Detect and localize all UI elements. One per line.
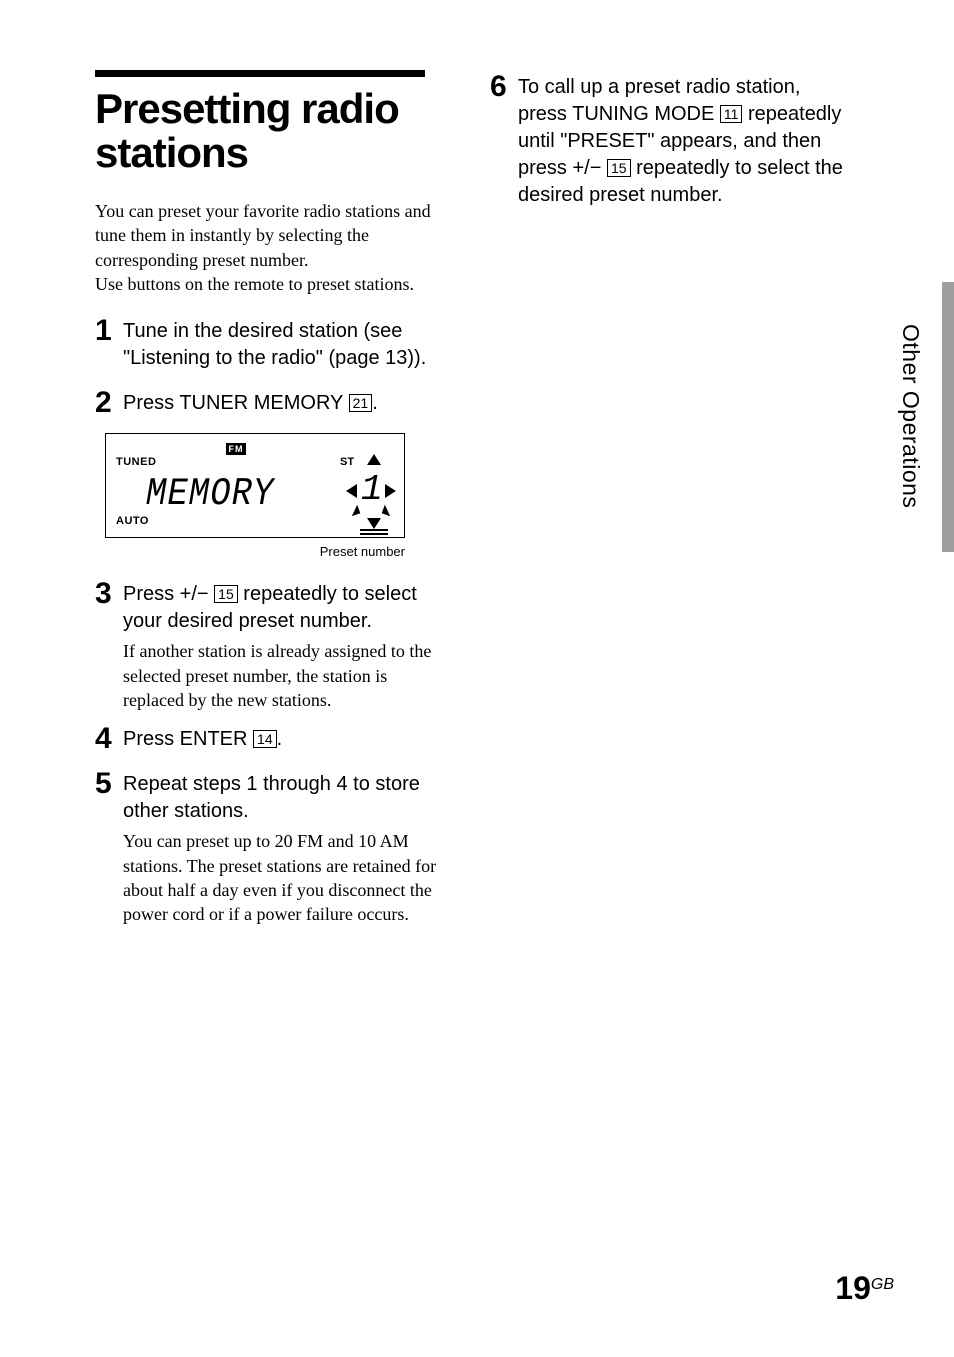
side-tab-label: Other Operations xyxy=(897,324,924,508)
step-2-number: 2 xyxy=(95,386,123,418)
step-2: 2 Press TUNER MEMORY 21. xyxy=(95,386,440,421)
step-2-head: Press TUNER MEMORY 21. xyxy=(123,390,440,417)
step-4-text-b: . xyxy=(277,728,283,750)
step-4-head: Press ENTER 14. xyxy=(123,726,440,753)
minus-icon: − xyxy=(590,157,602,179)
step-1-number: 1 xyxy=(95,314,123,346)
step-3-number: 3 xyxy=(95,577,123,609)
display-preset-underline xyxy=(360,533,388,535)
step-6-number: 6 xyxy=(490,70,518,102)
step-1: 1 Tune in the desired station (see "List… xyxy=(95,314,440,376)
ref-14: 14 xyxy=(253,730,277,748)
display-preset-number: 1 xyxy=(361,472,383,508)
step-4-number: 4 xyxy=(95,722,123,754)
step-6: 6 To call up a preset radio station, pre… xyxy=(490,70,850,213)
ref-21: 21 xyxy=(349,394,373,412)
triangle-up-icon xyxy=(367,454,381,465)
step-2-text-b: . xyxy=(372,392,378,414)
display-panel: TUNED AUTO FM ST MEMORY 1 xyxy=(105,433,405,538)
display-caption: Preset number xyxy=(95,544,405,559)
triangle-downleft-icon xyxy=(349,505,361,517)
display-preset-box: 1 xyxy=(346,454,396,529)
step-5-sub: You can preset up to 20 FM and 10 AM sta… xyxy=(123,829,440,926)
display-preset-underline-2 xyxy=(360,529,388,531)
step-3: 3 Press +/− 15 repeatedly to select your… xyxy=(95,577,440,712)
step-4: 4 Press ENTER 14. xyxy=(95,722,440,757)
step-5: 5 Repeat steps 1 through 4 to store othe… xyxy=(95,767,440,926)
page-number-main: 19 xyxy=(835,1270,871,1306)
step-1-head: Tune in the desired station (see "Listen… xyxy=(123,318,440,372)
display-fm-badge: FM xyxy=(226,443,246,455)
display-segment-text: MEMORY xyxy=(146,474,274,518)
intro-p1: You can preset your favorite radio stati… xyxy=(95,201,431,270)
triangle-right-icon xyxy=(385,484,396,498)
step-3-sub: If another station is already assigned t… xyxy=(123,639,440,712)
step-5-number: 5 xyxy=(95,767,123,799)
step-6-head: To call up a preset radio station, press… xyxy=(518,74,850,209)
page-title: Presetting radio stations xyxy=(95,87,440,175)
intro-text: You can preset your favorite radio stati… xyxy=(95,199,440,296)
ref-15-b: 15 xyxy=(607,159,631,177)
step-3-head: Press +/− 15 repeatedly to select your d… xyxy=(123,581,440,635)
triangle-down-icon xyxy=(367,518,381,529)
side-tab-bar xyxy=(942,282,954,552)
page-number: 19GB xyxy=(835,1270,894,1307)
display-tuned: TUNED xyxy=(116,456,156,468)
intro-p2: Use buttons on the remote to preset stat… xyxy=(95,274,414,294)
title-rule xyxy=(95,70,425,77)
step-3-text-a: Press +/ xyxy=(123,583,197,605)
display-panel-wrap: TUNED AUTO FM ST MEMORY 1 Preset number xyxy=(95,433,440,559)
display-auto: AUTO xyxy=(116,515,149,527)
page-number-suffix: GB xyxy=(871,1276,894,1293)
minus-icon: − xyxy=(197,583,209,605)
ref-11: 11 xyxy=(720,105,743,123)
step-2-text-a: Press TUNER MEMORY xyxy=(123,392,349,414)
step-4-text-a: Press ENTER xyxy=(123,728,253,750)
triangle-downright-icon xyxy=(382,505,394,517)
step-5-head: Repeat steps 1 through 4 to store other … xyxy=(123,771,440,825)
triangle-left-icon xyxy=(346,484,357,498)
ref-15: 15 xyxy=(214,585,238,603)
